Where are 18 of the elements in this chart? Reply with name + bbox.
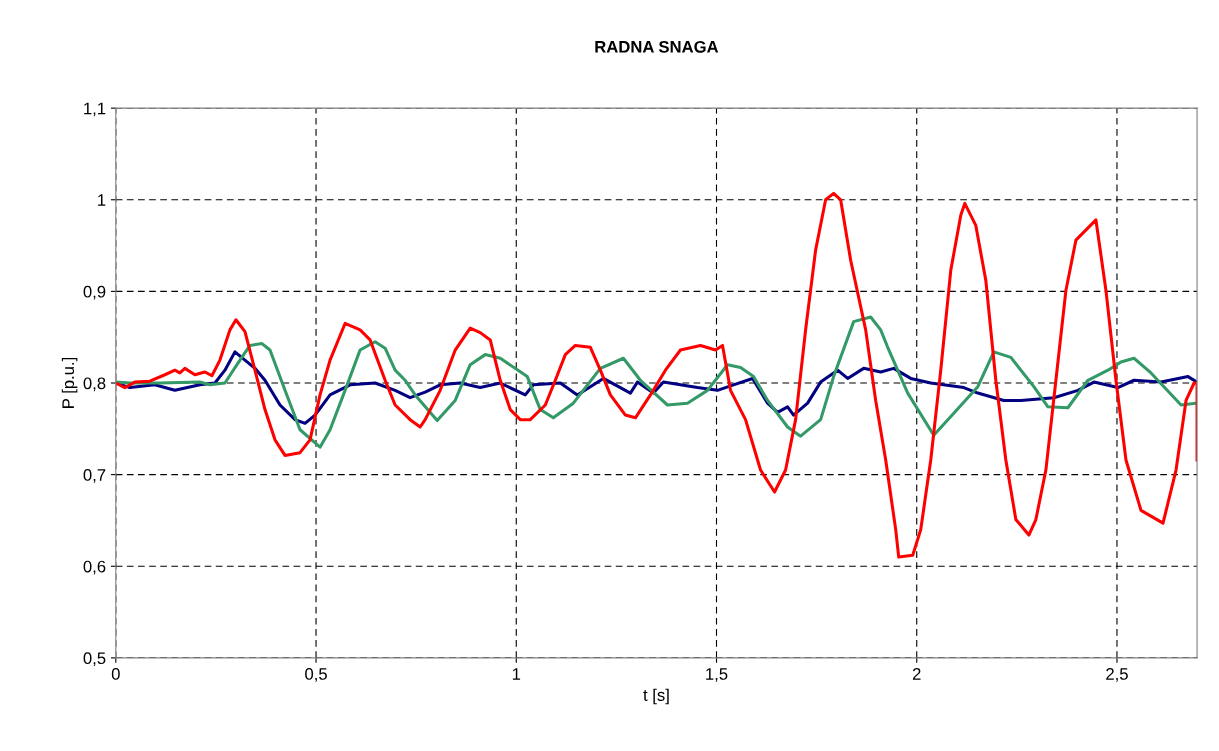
y-tick-label: 0,5	[83, 652, 106, 667]
x-tick-label: 2	[912, 668, 921, 680]
line-series	[115, 315, 1198, 449]
y-tick-label: 0,6	[83, 560, 106, 575]
y-axis-title: P [p.u.]	[61, 357, 78, 408]
y-tick-label: 0,9	[83, 285, 106, 300]
y-tick-label: 0,7	[83, 469, 106, 483]
line-series	[115, 191, 1198, 559]
x-tick-label: 1	[512, 668, 521, 680]
chart-title: RADNA SNAGA	[595, 40, 719, 53]
x-axis-title: t [s]	[643, 688, 669, 705]
y-tick-label: 0,8	[83, 377, 106, 392]
y-tick-label: 1,1	[84, 102, 106, 117]
x-tick-label: 1,5	[706, 668, 728, 682]
x-tick-label: 0,5	[305, 668, 327, 682]
x-tick-label: 0	[111, 668, 120, 680]
y-tick-label: 1	[98, 194, 106, 206]
x-tick-label: 2,5	[1106, 668, 1128, 682]
